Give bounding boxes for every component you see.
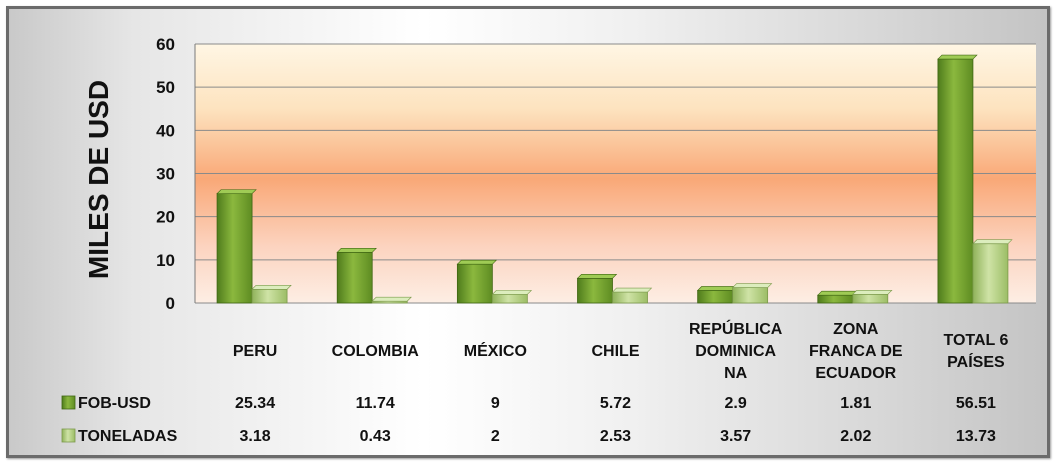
- y-tick-label: 20: [156, 208, 175, 227]
- y-tick-label: 60: [156, 35, 175, 54]
- data-label: 2.02: [840, 428, 871, 445]
- bar-top-toneladas: [371, 296, 412, 302]
- data-label: 2: [491, 428, 500, 445]
- bar-toneladas: [732, 287, 769, 304]
- bar-fob-usd: [336, 251, 373, 304]
- bar-fob-usd: [937, 58, 974, 304]
- bar-fob-usd: [817, 294, 854, 304]
- bar-fob-usd: [697, 290, 734, 304]
- data-label: 2.53: [600, 428, 631, 445]
- data-label: 11.74: [356, 395, 395, 412]
- data-label: 25.34: [235, 395, 275, 412]
- bar-toneladas: [852, 293, 889, 304]
- category-label: NA: [724, 365, 748, 382]
- y-tick-label: 50: [156, 78, 175, 97]
- data-label: 3.18: [240, 428, 271, 445]
- bar-top-toneladas: [611, 287, 653, 293]
- bar-top-toneladas: [852, 289, 893, 295]
- legend-swatch-toneladas: [61, 428, 76, 443]
- category-label: PERU: [233, 343, 277, 360]
- bar-fob-usd: [216, 193, 253, 304]
- data-label: 1.81: [840, 395, 871, 412]
- bar-top-toneladas: [972, 239, 1013, 245]
- bar-toneladas: [972, 243, 1009, 304]
- bar-top-toneladas: [491, 290, 533, 295]
- y-tick-label: 30: [156, 165, 175, 184]
- category-label: ZONA: [833, 321, 879, 338]
- y-tick-label: 0: [166, 294, 175, 313]
- category-label: MÉXICO: [464, 341, 527, 360]
- data-label: 56.51: [956, 395, 996, 412]
- bar-top-fob-usd: [216, 189, 257, 194]
- y-tick-label: 10: [156, 251, 175, 270]
- y-axis-title: MILES DE USD: [83, 80, 114, 279]
- data-label: 13.73: [956, 428, 996, 445]
- category-label: FRANCA DE: [809, 343, 903, 360]
- bar-toneladas: [612, 291, 648, 304]
- bar-toneladas: [491, 293, 528, 304]
- category-label: COLOMBIA: [332, 343, 420, 360]
- data-label: 5.72: [600, 395, 631, 412]
- legend-label: FOB-USD: [78, 395, 151, 412]
- legend-swatch-fob-usd: [61, 395, 76, 410]
- category-label: ECUADOR: [815, 365, 896, 382]
- bar-top-fob-usd: [336, 248, 377, 253]
- legend-label: TONELADAS: [78, 428, 178, 445]
- bar-top-fob-usd: [696, 286, 738, 291]
- category-label: CHILE: [592, 343, 640, 360]
- y-tick-label: 40: [156, 121, 175, 140]
- data-label: 2.9: [725, 395, 747, 412]
- category-label: PAÍSES: [947, 352, 1005, 371]
- data-label: 9: [491, 395, 500, 412]
- data-label: 0.43: [360, 428, 391, 445]
- bar-top-fob-usd: [576, 274, 618, 279]
- bar-top-fob-usd: [937, 54, 978, 60]
- bar-top-toneladas: [731, 283, 773, 288]
- bar-fob-usd: [577, 277, 613, 304]
- data-label: 3.57: [720, 428, 751, 445]
- bar-top-toneladas: [251, 284, 292, 290]
- bar-toneladas: [251, 288, 288, 304]
- category-label: REPÚBLICA: [689, 319, 783, 338]
- bar-top-fob-usd: [817, 290, 858, 296]
- category-label: DOMINICA: [695, 343, 776, 360]
- category-label: TOTAL 6: [943, 332, 1008, 349]
- bar-fob-usd: [456, 263, 493, 304]
- bar-top-fob-usd: [456, 259, 498, 265]
